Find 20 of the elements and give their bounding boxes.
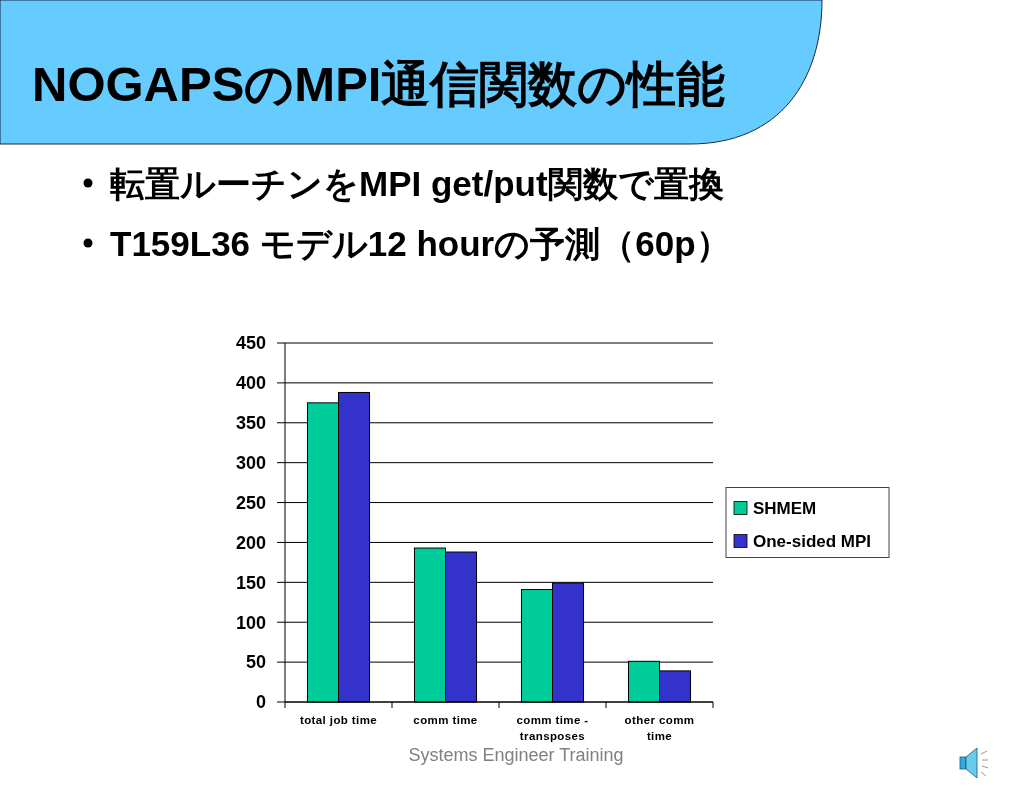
y-tick-label: 450: [235, 333, 266, 354]
legend-label: One-sided MPI: [753, 532, 872, 552]
y-tick-label: 50: [245, 652, 266, 673]
text: 転置ルーチンをMPI get/put関数で置換: [110, 164, 724, 203]
y-tick-label: 250: [235, 492, 266, 513]
x-tick-label: comm time - transposes: [516, 714, 589, 742]
y-tick-label: 100: [235, 612, 266, 633]
chart-title: NOGAPSのMPI通信関数の性能: [32, 57, 726, 111]
x-tick-label: comm time: [413, 714, 478, 726]
text: T159L36 モデル12 hourの予測（60p）: [110, 224, 731, 263]
y-tick-label: 350: [235, 413, 266, 434]
y-tick-label: 400: [235, 373, 266, 394]
x-tick-label: total job time: [299, 714, 378, 726]
y-tick-label: 300: [235, 452, 266, 473]
y-tick-label: 150: [235, 572, 266, 593]
x-tick-label: other comm time: [624, 714, 695, 742]
y-tick-label: 200: [235, 532, 266, 553]
y-tick-label: 0: [255, 692, 266, 713]
text: Systems Engineer Training: [408, 745, 624, 765]
legend-label: SHMEM: [753, 499, 817, 519]
